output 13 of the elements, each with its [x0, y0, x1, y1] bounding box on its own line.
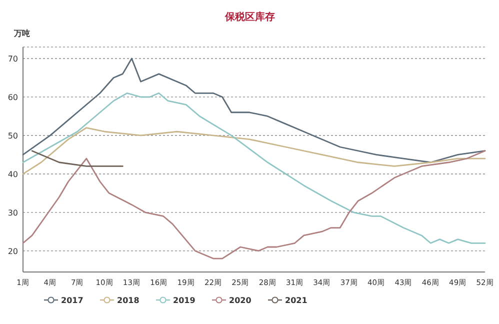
- y-tick-label: 50: [8, 131, 18, 140]
- legend-label: 2021: [285, 296, 308, 305]
- y-tick-label: 60: [8, 93, 18, 102]
- y-tick-label: 20: [8, 246, 18, 256]
- y-tick-label: 40: [8, 170, 18, 179]
- y-tick-label: 30: [8, 208, 18, 218]
- y-tick-label: 70: [8, 54, 18, 64]
- legend-label: 2018: [117, 296, 140, 305]
- legend-label: 2017: [61, 296, 84, 305]
- y-axis-title: 万吨: [13, 29, 30, 38]
- chart-title: 保税区库存: [224, 11, 275, 23]
- legend-label: 2020: [229, 296, 252, 305]
- legend-label: 2019: [173, 296, 196, 305]
